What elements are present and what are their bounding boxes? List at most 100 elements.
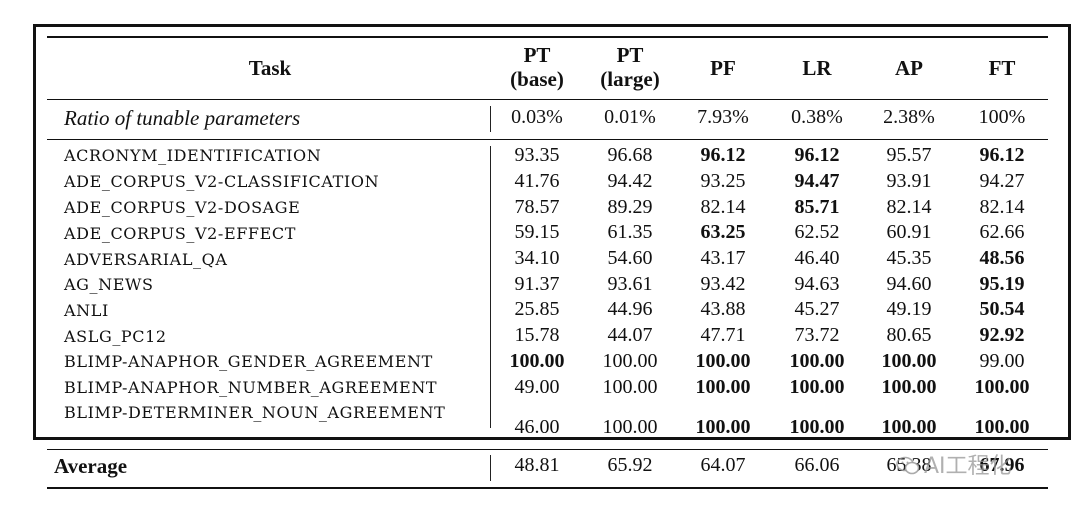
score-cell: 46.00	[514, 416, 560, 438]
header-task: Task	[248, 56, 292, 80]
score-cell: 100.00	[789, 416, 845, 438]
task-name: ADVERSARIAL_QA	[64, 250, 228, 269]
score-cell: 95.19	[979, 273, 1025, 295]
task-name: BLIMP-ANAPHOR_NUMBER_AGREEMENT	[64, 378, 438, 397]
score-cell: 80.65	[886, 324, 932, 346]
average-value: 64.07	[700, 454, 746, 476]
ratio-value: 0.38%	[791, 106, 843, 128]
score-cell: 41.76	[514, 170, 560, 192]
task-name: ACRONYM_IDENTIFICATION	[64, 146, 322, 165]
score-cell: 82.14	[886, 196, 932, 218]
score-cell: 93.35	[514, 144, 560, 166]
score-cell: 44.07	[607, 324, 653, 346]
wechat-icon	[896, 456, 920, 475]
average-label: Average	[54, 454, 128, 478]
average-value: 66.06	[794, 454, 840, 476]
ratio-separator	[490, 106, 491, 132]
ratio-value: 2.38%	[883, 106, 935, 128]
score-cell: 82.14	[979, 196, 1025, 218]
task-name: BLIMP-ANAPHOR_GENDER_AGREEMENT	[64, 352, 433, 371]
task-name: BLIMP-DETERMINER_NOUN_AGREEMENT	[64, 403, 446, 422]
average-rule	[47, 449, 1048, 450]
header-col: PT	[523, 43, 551, 67]
ratio-value: 0.03%	[511, 106, 563, 128]
score-cell: 100.00	[695, 376, 751, 398]
score-cell: 47.71	[700, 324, 746, 346]
score-cell: 93.91	[886, 170, 932, 192]
score-cell: 96.12	[794, 144, 840, 166]
score-cell: 94.47	[794, 170, 840, 192]
score-cell: 94.42	[607, 170, 653, 192]
score-cell: 50.54	[979, 298, 1025, 320]
score-cell: 91.37	[514, 273, 560, 295]
score-cell: 63.25	[700, 221, 746, 243]
score-cell: 100.00	[974, 416, 1030, 438]
score-cell: 93.25	[700, 170, 746, 192]
score-cell: 46.40	[794, 247, 840, 269]
average-value: 67.96	[979, 454, 1025, 476]
header-col-sub: (base)	[510, 67, 564, 91]
header-col: PT	[616, 43, 644, 67]
caption-fragment	[0, 0, 1080, 14]
score-cell: 49.19	[886, 298, 932, 320]
score-cell: 100.00	[881, 376, 937, 398]
score-cell: 43.88	[700, 298, 746, 320]
ratio-value: 100%	[978, 106, 1026, 128]
score-cell: 100.00	[602, 416, 658, 438]
score-cell: 100.00	[789, 350, 845, 372]
header-col: AP	[895, 56, 923, 80]
score-cell: 95.57	[886, 144, 932, 166]
score-cell: 62.66	[979, 221, 1025, 243]
task-name: AG_NEWS	[64, 275, 154, 294]
score-cell: 99.00	[979, 350, 1025, 372]
score-cell: 45.27	[794, 298, 840, 320]
task-name: ADE_CORPUS_V2-EFFECT	[64, 224, 297, 243]
header-rule	[47, 99, 1048, 100]
score-cell: 78.57	[514, 196, 560, 218]
header-col: FT	[988, 56, 1016, 80]
score-cell: 34.10	[514, 247, 560, 269]
score-cell: 82.14	[700, 196, 746, 218]
ratio-value: 7.93%	[697, 106, 749, 128]
score-cell: 100.00	[602, 350, 658, 372]
score-cell: 100.00	[695, 416, 751, 438]
header-col: LR	[802, 56, 832, 80]
average-separator	[490, 455, 491, 481]
bottom-rule	[47, 487, 1048, 489]
score-cell: 73.72	[794, 324, 840, 346]
score-cell: 85.71	[794, 196, 840, 218]
watermark-text: AI工程化	[924, 454, 1012, 479]
table-frame	[33, 24, 1071, 440]
ratio-label: Ratio of tunable parameters	[64, 106, 301, 130]
score-cell: 100.00	[602, 376, 658, 398]
score-cell: 25.85	[514, 298, 560, 320]
score-cell: 61.35	[607, 221, 653, 243]
top-rule	[47, 36, 1048, 38]
score-cell: 96.68	[607, 144, 653, 166]
score-cell: 94.63	[794, 273, 840, 295]
score-cell: 62.52	[794, 221, 840, 243]
task-name: ASLG_PC12	[64, 327, 167, 346]
score-cell: 48.56	[979, 247, 1025, 269]
header-col: PF	[710, 56, 736, 80]
score-cell: 94.60	[886, 273, 932, 295]
task-name: ANLI	[64, 301, 109, 320]
score-cell: 100.00	[881, 416, 937, 438]
ratio-rule	[47, 139, 1048, 140]
task-name: ADE_CORPUS_V2-DOSAGE	[64, 198, 301, 217]
score-cell: 100.00	[881, 350, 937, 372]
ratio-value: 0.01%	[604, 106, 656, 128]
score-cell: 100.00	[695, 350, 751, 372]
score-cell: 59.15	[514, 221, 560, 243]
score-cell: 100.00	[789, 376, 845, 398]
score-cell: 44.96	[607, 298, 653, 320]
score-cell: 54.60	[607, 247, 653, 269]
score-cell: 60.91	[886, 221, 932, 243]
score-cell: 93.42	[700, 273, 746, 295]
score-cell: 93.61	[607, 273, 653, 295]
body-separator	[490, 146, 491, 428]
score-cell: 43.17	[700, 247, 746, 269]
average-value: 48.81	[514, 454, 560, 476]
score-cell: 92.92	[979, 324, 1025, 346]
score-cell: 96.12	[979, 144, 1025, 166]
